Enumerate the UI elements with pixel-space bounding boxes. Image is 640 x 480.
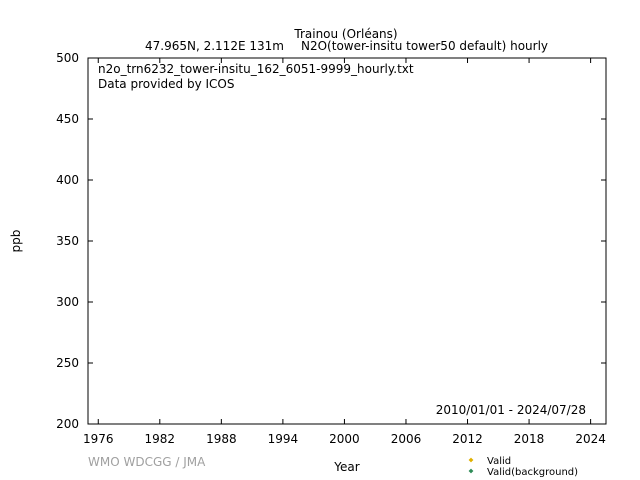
y-tick-label: 250 — [56, 356, 79, 370]
chart-subtitle-location: 47.965N, 2.112E 131m — [145, 39, 284, 53]
x-axis: 1976 1982 1988 1994 2000 2006 2012 2018 2024 — [83, 58, 606, 446]
legend: Valid Valid(background) — [468, 456, 578, 478]
provider-label: Data provided by ICOS — [98, 77, 234, 91]
data-marks — [447, 0, 597, 273]
legend-valid-marker — [468, 457, 474, 463]
credit-label: WMO WDCGG / JMA — [88, 455, 206, 469]
y-axis: 200 250 300 350 400 450 500 — [56, 51, 606, 431]
y-tick-label: 200 — [56, 417, 79, 431]
x-axis-label: Year — [333, 460, 359, 474]
x-tick-label: 1994 — [268, 432, 299, 446]
y-axis-label: ppb — [9, 230, 23, 253]
y-tick-label: 300 — [56, 295, 79, 309]
plot-frame — [87, 57, 607, 425]
chart-title: Trainou (Orléans) — [293, 27, 397, 41]
x-tick-label: 1988 — [206, 432, 237, 446]
x-tick-label: 2012 — [452, 432, 483, 446]
date-range-label: 2010/01/01 - 2024/07/28 — [436, 403, 586, 417]
x-tick-label: 1982 — [145, 432, 176, 446]
x-tick-label: 2000 — [329, 432, 360, 446]
x-tick-label: 1976 — [83, 432, 114, 446]
legend-valid-label: Valid — [487, 456, 511, 467]
legend-background-marker — [468, 468, 474, 474]
chart-subtitle-gas: N2O(tower-insitu tower50 default) hourly — [301, 39, 548, 53]
y-tick-label: 450 — [56, 112, 79, 126]
file-label: n2o_trn6232_tower-insitu_162_6051-9999_h… — [98, 62, 414, 76]
y-tick-label: 400 — [56, 173, 79, 187]
y-tick-label: 350 — [56, 234, 79, 248]
y-tick-label: 500 — [56, 51, 79, 65]
x-tick-label: 2018 — [514, 432, 545, 446]
x-tick-label: 2024 — [575, 432, 606, 446]
legend-background-label: Valid(background) — [487, 467, 578, 478]
x-tick-label: 2006 — [391, 432, 422, 446]
